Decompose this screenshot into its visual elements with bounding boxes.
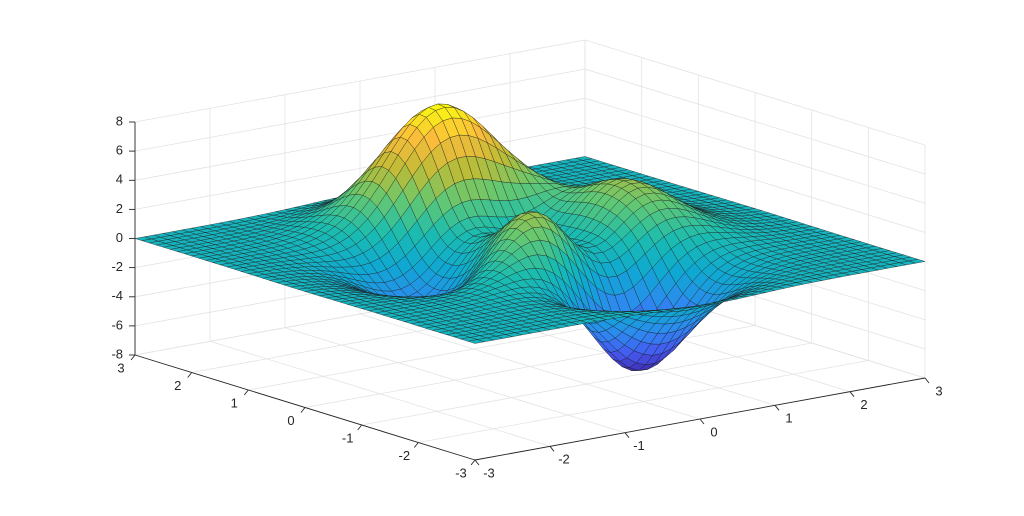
surface-patch [467, 339, 485, 344]
x-tick-label: -3 [483, 465, 495, 480]
x-tick-mark [474, 459, 480, 466]
z-tick-label: -2 [111, 259, 123, 274]
z-tick-label: 6 [116, 143, 123, 158]
z-tick-label: -8 [111, 346, 123, 361]
y-tick-label: -3 [455, 465, 467, 480]
x-tick-mark [849, 391, 855, 397]
y-tick-mark [300, 407, 306, 413]
z-tick-label: 2 [116, 201, 123, 216]
y-tick-label: 3 [117, 360, 124, 375]
z-tick-label: 0 [116, 230, 123, 245]
y-tick-mark [243, 389, 249, 396]
floor-grid-line [361, 342, 812, 426]
y-tick-label: 0 [287, 413, 294, 428]
x-tick-label: 2 [860, 397, 867, 412]
x-tick-label: 1 [785, 411, 792, 426]
x-tick-label: 0 [710, 424, 717, 439]
x-tick-label: -1 [633, 438, 645, 453]
y-tick-mark [130, 354, 136, 361]
x-tick-mark [774, 405, 780, 411]
floor-grid-line [418, 360, 869, 443]
surface-mesh [134, 103, 926, 371]
x-tick-mark [549, 446, 555, 452]
y-tick-mark [470, 459, 476, 466]
z-tick-label: 4 [116, 172, 123, 187]
y-tick-label: -1 [342, 430, 354, 445]
y-tick-label: 2 [174, 378, 181, 393]
x-tick-mark [624, 432, 630, 438]
z-tick-label: -4 [111, 288, 123, 303]
z-tick-label: 8 [116, 113, 123, 128]
x-tick-mark [699, 418, 705, 425]
y-tick-label: 1 [231, 395, 238, 410]
y-tick-label: -2 [399, 448, 411, 463]
x-tick-mark [924, 377, 930, 384]
z-tick-label: -6 [111, 317, 123, 332]
x-tick-label: -2 [558, 452, 570, 467]
y-tick-mark [357, 424, 363, 431]
x-tick-label: 3 [935, 383, 942, 398]
y-tick-mark [413, 442, 419, 448]
floor-grid-line [304, 325, 756, 408]
y-tick-mark [187, 372, 193, 378]
